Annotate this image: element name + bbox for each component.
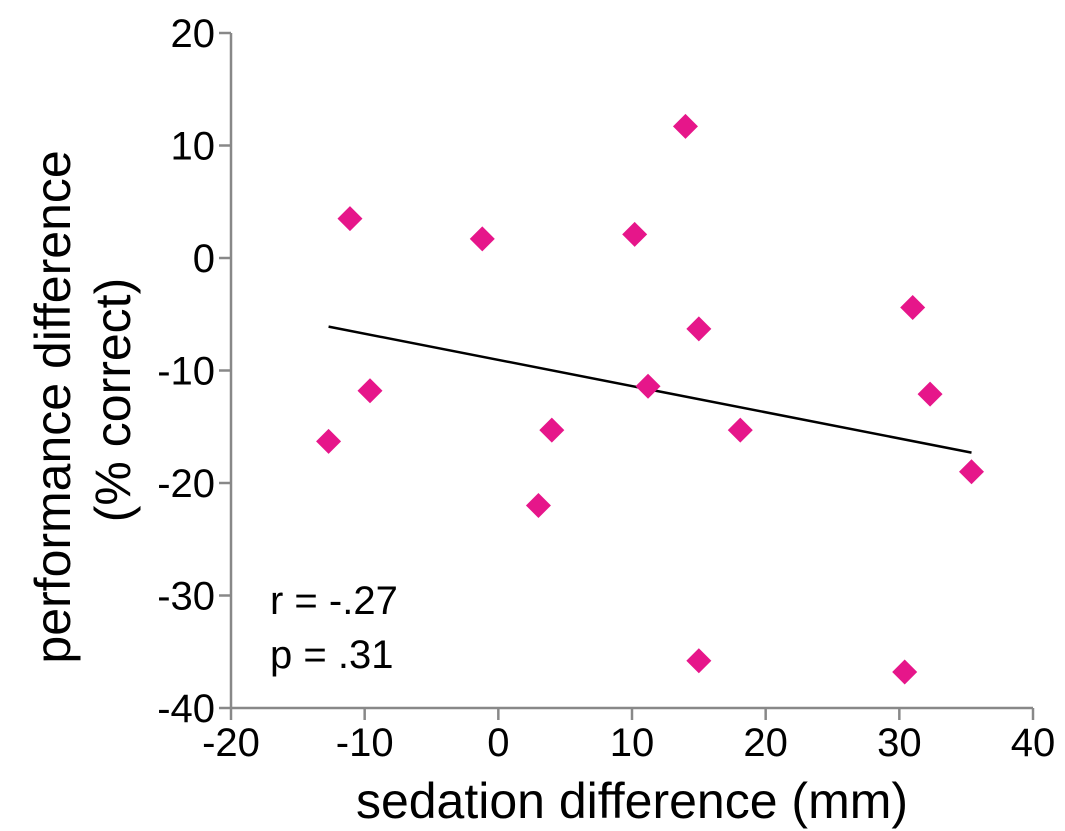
y-tick-label: 0 — [193, 237, 215, 281]
data-point — [686, 648, 712, 674]
data-point — [337, 206, 363, 232]
data-point — [635, 373, 661, 399]
y-axis-title-line-1: performance difference — [25, 150, 81, 663]
data-point — [672, 113, 698, 139]
data-point — [622, 221, 648, 247]
y-axis-title-line-2: (% correct) — [85, 278, 141, 522]
y-tick-label: -20 — [157, 462, 215, 506]
y-tick-label: -10 — [157, 350, 215, 394]
x-tick-label: -10 — [336, 721, 394, 765]
correlation-annotation: r = -.27 — [270, 579, 398, 623]
data-point — [316, 428, 342, 454]
y-tick-label: -40 — [157, 687, 215, 731]
x-tick-label: 40 — [1011, 721, 1056, 765]
y-axis-title: performance difference (% correct) — [25, 136, 141, 663]
data-point — [686, 316, 712, 342]
y-tick-label: 10 — [171, 125, 216, 169]
data-point — [525, 493, 551, 518]
p-value-annotation: p = .31 — [270, 633, 393, 677]
x-tick-label: -20 — [202, 721, 260, 765]
data-points — [316, 113, 985, 685]
y-tick-label: -30 — [157, 575, 215, 619]
y-tick-label: 20 — [171, 12, 216, 56]
x-axis: -20 -10 0 10 20 30 40 — [202, 706, 1056, 765]
data-point — [917, 381, 943, 407]
data-point — [469, 226, 495, 252]
x-tick-label: 20 — [743, 721, 788, 765]
data-point — [357, 378, 383, 404]
data-point — [539, 417, 565, 443]
data-point — [959, 459, 985, 485]
x-tick-label: 10 — [610, 721, 655, 765]
x-tick-label: 30 — [877, 721, 922, 765]
data-point — [892, 659, 918, 685]
y-axis: -40 -30 -20 -10 0 10 20 — [157, 12, 233, 731]
x-axis-title: sedation difference (mm) — [356, 773, 908, 829]
data-point — [727, 417, 753, 443]
x-tick-label: 0 — [487, 721, 509, 765]
data-point — [900, 295, 926, 320]
